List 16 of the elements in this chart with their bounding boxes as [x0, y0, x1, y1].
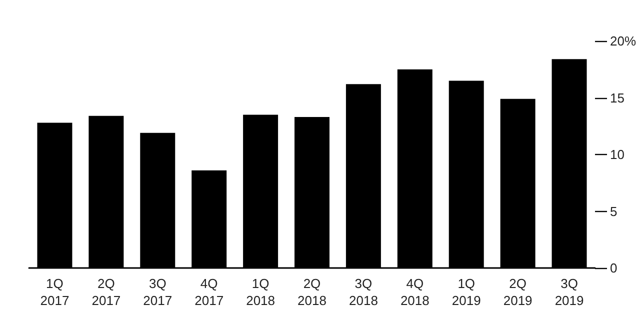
y-tick-label: 10 — [610, 147, 624, 162]
x-tick-label: 1Q 2018 — [246, 276, 276, 308]
y-tick-label: 5 — [610, 204, 618, 219]
x-tick-label: 3Q 2018 — [348, 276, 378, 308]
x-tick-label: 2Q 2017 — [92, 276, 121, 308]
y-tick-label: 20% — [610, 34, 636, 48]
y-tick-label: 15 — [610, 90, 624, 106]
x-tick-label: 1Q 2019 — [452, 276, 481, 308]
x-tick-label: 3Q 2017 — [143, 276, 172, 308]
x-tick-label: 3Q 2019 — [554, 276, 584, 308]
x-tick-label: 1Q 2017 — [40, 276, 70, 308]
x-tick-label: 4Q 2018 — [400, 276, 430, 308]
x-tick-label: 2Q 2018 — [298, 276, 326, 308]
x-tick-label: 2Q 2019 — [503, 276, 532, 308]
y-tick-label: 0 — [610, 260, 618, 276]
x-tick-label: 4Q 2017 — [194, 276, 224, 308]
